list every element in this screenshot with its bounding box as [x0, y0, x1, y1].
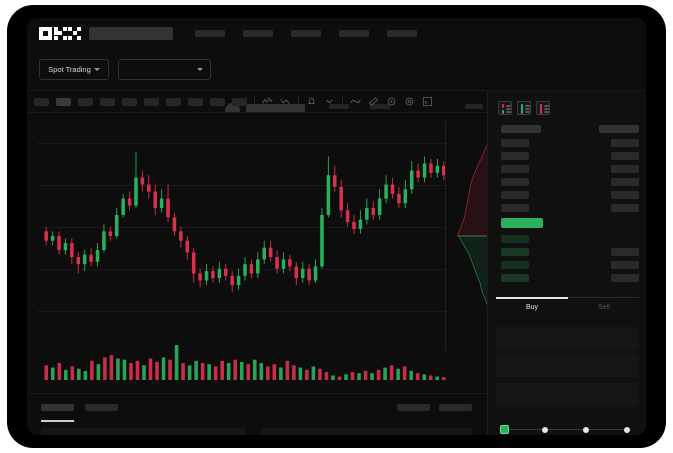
nav-title-placeholder [89, 26, 173, 40]
orderbook-row[interactable] [611, 139, 639, 147]
bottom-action-1[interactable] [397, 404, 430, 411]
timeframe-button-10[interactable] [232, 97, 247, 106]
slider-step-dot[interactable] [624, 426, 630, 433]
sub-header: Spot Trading [27, 48, 646, 118]
magnet-icon[interactable] [386, 96, 397, 107]
active-tab-indicator [496, 297, 568, 299]
slider-handle[interactable] [500, 425, 509, 434]
line-chart-icon[interactable] [350, 96, 361, 107]
chart-gridline [37, 185, 447, 186]
chart-gridline [37, 143, 447, 144]
active-tab-underline [41, 420, 74, 422]
toolbar-divider [342, 96, 343, 107]
nav-item-5[interactable] [387, 29, 417, 37]
orderbook-bid-row[interactable] [611, 248, 639, 256]
alert-bell-icon[interactable] [306, 96, 317, 107]
slider-step-dot[interactable] [583, 426, 589, 433]
chevron-down-icon[interactable] [324, 96, 335, 107]
pair-selector[interactable] [118, 59, 211, 80]
orderbook-trade-panel: Buy Sell [487, 91, 646, 435]
ob-mode-bids[interactable] [517, 101, 531, 115]
slider-track [503, 429, 631, 430]
candlestick-series [44, 151, 446, 293]
timeframe-button-5[interactable] [122, 97, 137, 106]
orderbook-row[interactable] [611, 152, 639, 160]
timeframe-button-2[interactable] [56, 97, 71, 106]
indicators-icon[interactable] [262, 96, 273, 107]
orderbook-header-right [599, 125, 639, 133]
app-screen: Spot Trading [27, 18, 646, 435]
timeframe-button-4[interactable] [100, 97, 115, 106]
price-chart[interactable] [27, 113, 487, 393]
tab-buy[interactable]: Buy [525, 304, 539, 311]
orderbook-row[interactable] [611, 191, 639, 199]
orderbook-bid-row[interactable] [501, 235, 529, 243]
timeframe-button-7[interactable] [166, 97, 181, 106]
toolbar-divider [254, 96, 255, 107]
tablet-device-frame: Spot Trading [7, 5, 666, 448]
nav-items-group [195, 29, 417, 37]
price-field[interactable] [496, 327, 639, 349]
orderbook-bid-row[interactable] [501, 261, 529, 269]
chart-gridline [37, 269, 447, 270]
chevron-down-icon [93, 68, 100, 71]
orderbook-row[interactable] [501, 178, 529, 186]
orderbook-row[interactable] [501, 152, 529, 160]
trading-mode-label: Spot Trading [48, 65, 91, 74]
orderbook-bid-row[interactable] [611, 261, 639, 269]
orderbook-header-left [501, 125, 541, 133]
nav-item-1[interactable] [195, 29, 225, 37]
timeframe-button-1[interactable] [34, 97, 49, 106]
okx-logo[interactable] [39, 26, 82, 40]
timeframe-button-9[interactable] [210, 97, 225, 106]
logo-o-mark [39, 26, 52, 40]
top-navigation-bar [27, 18, 646, 48]
trading-mode-selector[interactable]: Spot Trading [39, 59, 109, 80]
amount-percent-slider[interactable] [500, 425, 634, 435]
logo-x-mark [68, 26, 82, 40]
settings-gear-icon[interactable] [404, 96, 415, 107]
nav-item-4[interactable] [339, 29, 369, 37]
volume-series [44, 345, 446, 380]
nav-item-3[interactable] [291, 29, 321, 37]
nav-item-2[interactable] [243, 29, 273, 37]
tab-sell[interactable]: Sell [598, 304, 610, 311]
amount-field[interactable] [496, 355, 639, 377]
bottom-panel-left [41, 428, 246, 435]
timeframe-button-3[interactable] [78, 97, 93, 106]
orderbook-row[interactable] [501, 139, 529, 147]
fullscreen-icon[interactable] [422, 96, 433, 107]
ob-mode-both[interactable] [498, 101, 512, 115]
price-input-highlighted[interactable] [501, 218, 543, 228]
total-field[interactable] [496, 383, 639, 405]
orderbook-bid-row[interactable] [501, 248, 529, 256]
ruler-icon[interactable] [368, 96, 379, 107]
ob-mode-asks[interactable] [536, 101, 550, 115]
orderbook-row[interactable] [611, 204, 639, 212]
orderbook-row[interactable] [611, 165, 639, 173]
orderbook-bid-row[interactable] [501, 274, 529, 282]
chart-gridline [37, 311, 447, 312]
tab-order-history[interactable] [85, 404, 118, 411]
tab-open-orders[interactable] [41, 404, 74, 411]
orderbook-row[interactable] [501, 165, 529, 173]
orderbook-row[interactable] [611, 178, 639, 186]
compare-icon[interactable] [280, 96, 291, 107]
orderbook-display-modes [498, 101, 550, 115]
timeframe-button-8[interactable] [188, 97, 203, 106]
toolbar-divider [298, 96, 299, 107]
orderbook-row[interactable] [501, 204, 529, 212]
bottom-action-2[interactable] [439, 404, 472, 411]
chart-toolbar [27, 91, 646, 113]
chevron-down-icon [197, 68, 203, 71]
timeframe-button-6[interactable] [144, 97, 159, 106]
orderbook-bid-row[interactable] [611, 274, 639, 282]
buy-sell-tabs: Buy Sell [496, 297, 639, 319]
slider-step-dot[interactable] [542, 426, 548, 433]
orderbook-row[interactable] [501, 191, 529, 199]
chart-gridline [37, 227, 447, 228]
bottom-panel-right [261, 428, 473, 435]
orders-bottom-bar [27, 393, 487, 435]
logo-k-mark [53, 26, 67, 40]
